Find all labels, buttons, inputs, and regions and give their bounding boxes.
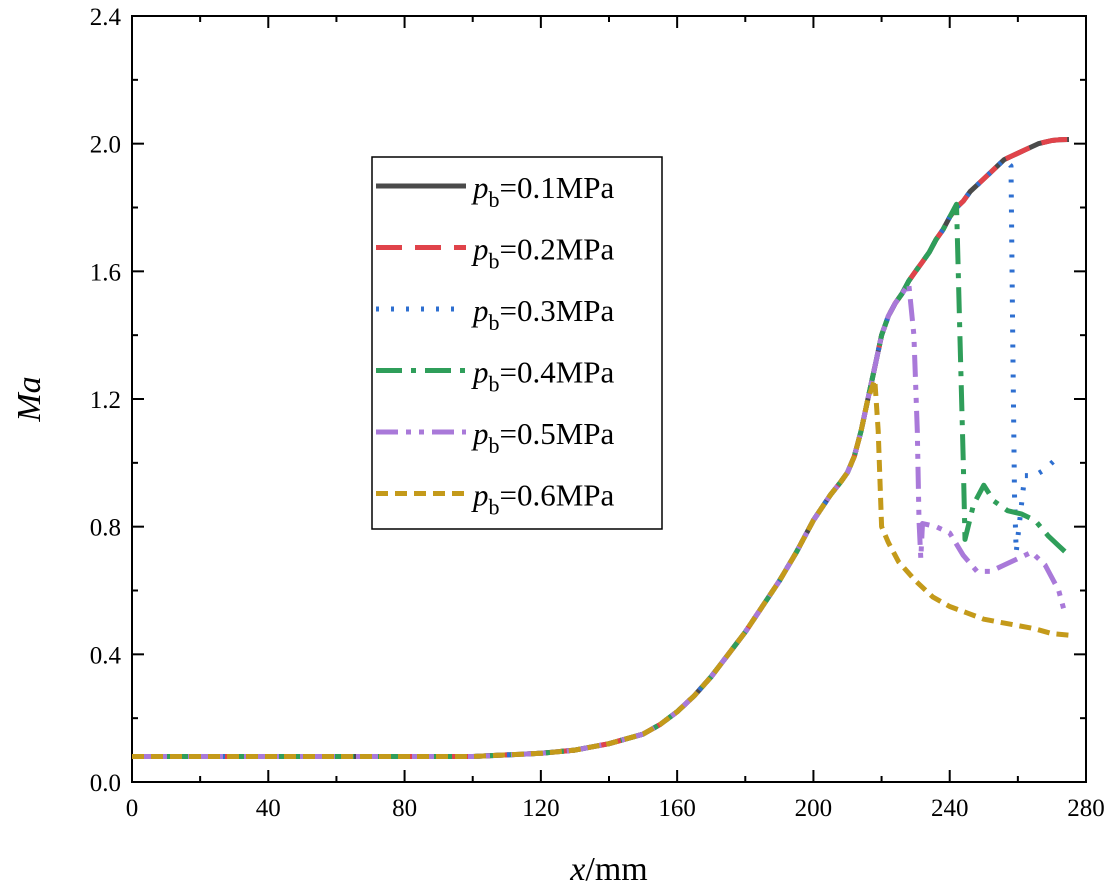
legend-label-value: =0.5MPa bbox=[500, 416, 615, 451]
legend-label-value: =0.4MPa bbox=[500, 355, 615, 390]
legend-label-subscript: b bbox=[489, 187, 500, 212]
legend-label: pb=0.2MPa bbox=[471, 232, 615, 274]
y-tick-label: 0.8 bbox=[90, 515, 121, 542]
legend-label-symbol: p bbox=[471, 293, 489, 328]
legend-label: pb=0.4MPa bbox=[471, 355, 615, 397]
legend-label-symbol: p bbox=[471, 232, 489, 267]
x-tick-label: 80 bbox=[392, 795, 417, 822]
legend-label-subscript: b bbox=[489, 433, 500, 458]
y-tick-label: 2.4 bbox=[90, 4, 122, 31]
y-tick-label: 1.6 bbox=[90, 259, 121, 286]
legend-box bbox=[371, 156, 663, 530]
legend-label-symbol: p bbox=[471, 478, 489, 513]
y-axis-title: Ma bbox=[11, 376, 48, 422]
x-axis-title-unit: /mm bbox=[585, 851, 647, 888]
legend-label-symbol: p bbox=[471, 355, 489, 390]
x-axis-title: x/mm bbox=[569, 851, 647, 888]
x-tick-label: 160 bbox=[658, 795, 696, 822]
series-line-0-5mpa bbox=[132, 281, 1069, 759]
y-tick-label: 2.0 bbox=[90, 132, 121, 159]
legend-label-value: =0.2MPa bbox=[500, 232, 615, 267]
axis-ticks: 0 40 80 120 160 200 240 280 0.0 0.4 0.8 1.2 1.6 2.0 2.… bbox=[90, 4, 1105, 822]
y-tick-label: 0.4 bbox=[90, 642, 122, 669]
x-tick-label: 280 bbox=[1067, 795, 1105, 822]
legend-label-subscript: b bbox=[489, 310, 500, 335]
legend-label-value: =0.1MPa bbox=[500, 170, 615, 205]
y-tick-label: 1.2 bbox=[90, 387, 121, 414]
legend-label: pb=0.3MPa bbox=[471, 293, 615, 335]
legend-label-value: =0.6MPa bbox=[500, 478, 615, 513]
x-tick-label: 0 bbox=[126, 795, 139, 822]
x-tick-label: 40 bbox=[256, 795, 281, 822]
legend-label: pb=0.5MPa bbox=[471, 416, 615, 458]
series-line-0-6mpa bbox=[132, 377, 1070, 759]
legend-label-symbol: p bbox=[471, 416, 489, 451]
legend: pb=0.1MPapb=0.2MPapb=0.3MPapb=0.4MPapb=0… bbox=[371, 156, 663, 530]
legend-label: pb=0.1MPa bbox=[471, 170, 615, 212]
legend-label-subscript: b bbox=[489, 495, 500, 520]
y-tick-label: 0.0 bbox=[90, 770, 121, 797]
legend-label-subscript: b bbox=[489, 372, 500, 397]
x-tick-label: 200 bbox=[795, 795, 833, 822]
x-tick-label: 240 bbox=[931, 795, 969, 822]
legend-label-symbol: p bbox=[471, 170, 489, 205]
legend-label: pb=0.6MPa bbox=[471, 478, 615, 520]
x-axis-title-symbol: x bbox=[569, 851, 585, 888]
x-tick-label: 120 bbox=[522, 795, 560, 822]
legend-label-value: =0.3MPa bbox=[500, 293, 615, 328]
series-lines bbox=[132, 137, 1070, 759]
legend-label-subscript: b bbox=[489, 249, 500, 274]
